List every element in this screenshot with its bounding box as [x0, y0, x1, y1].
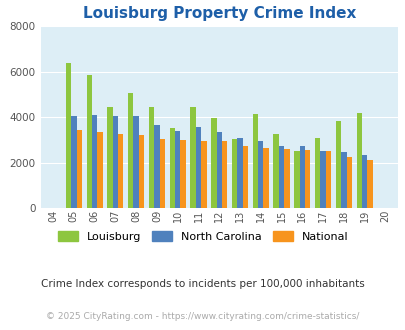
Bar [92, 115, 97, 208]
Bar [66, 63, 71, 208]
Bar [284, 149, 289, 208]
Bar [278, 146, 284, 208]
Bar [77, 130, 82, 208]
Bar [258, 141, 263, 208]
Bar [273, 134, 278, 208]
Bar [299, 146, 304, 208]
Bar [356, 113, 361, 208]
Bar [325, 151, 330, 208]
Bar [335, 120, 340, 208]
Bar [86, 75, 92, 208]
Bar [97, 132, 102, 208]
Bar [128, 93, 133, 208]
Bar [320, 151, 325, 208]
Bar [118, 134, 123, 208]
Bar [175, 131, 180, 208]
Bar [133, 116, 139, 208]
Bar [139, 135, 144, 208]
Bar [263, 148, 268, 208]
Bar [180, 140, 185, 208]
Bar [367, 160, 372, 208]
Bar [304, 150, 310, 208]
Bar [190, 107, 195, 208]
Bar [216, 132, 222, 208]
Bar [169, 128, 175, 208]
Bar [237, 138, 242, 208]
Bar [231, 139, 237, 208]
Bar [294, 151, 299, 208]
Bar [159, 139, 164, 208]
Bar [346, 157, 351, 208]
Bar [314, 138, 320, 208]
Bar [361, 154, 367, 208]
Bar [200, 141, 206, 208]
Bar [242, 146, 247, 208]
Bar [107, 107, 113, 208]
Bar [252, 114, 258, 208]
Title: Louisburg Property Crime Index: Louisburg Property Crime Index [82, 6, 355, 21]
Bar [340, 152, 346, 208]
Bar [113, 116, 118, 208]
Bar [154, 125, 159, 208]
Legend: Louisburg, North Carolina, National: Louisburg, North Carolina, National [53, 227, 352, 246]
Bar [149, 107, 154, 208]
Bar [211, 118, 216, 208]
Text: Crime Index corresponds to incidents per 100,000 inhabitants: Crime Index corresponds to incidents per… [41, 279, 364, 289]
Bar [71, 116, 77, 208]
Bar [195, 127, 200, 208]
Bar [222, 142, 227, 208]
Text: © 2025 CityRating.com - https://www.cityrating.com/crime-statistics/: © 2025 CityRating.com - https://www.city… [46, 312, 359, 321]
